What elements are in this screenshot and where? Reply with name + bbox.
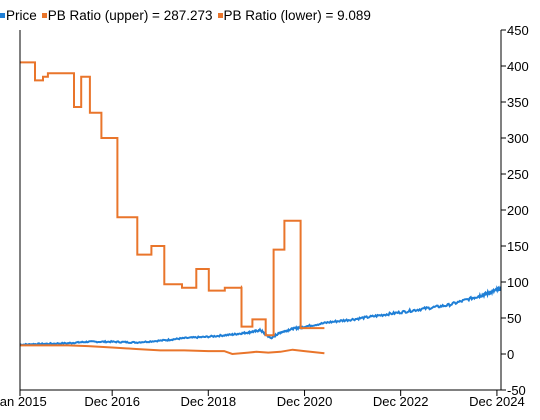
x-tick-label-3: Dec 2020	[277, 394, 333, 409]
y-tick-label-350: 350	[507, 95, 529, 110]
legend: Price PB Ratio (upper) = 287.273 PB Rati…	[0, 5, 376, 25]
y-tick-label-300: 300	[507, 131, 529, 146]
y-tick-label-0: 0	[507, 347, 514, 362]
y-tick-label--50: -50	[507, 383, 526, 398]
legend-label-pb-lower: PB Ratio (lower) = 9.089	[223, 7, 371, 23]
legend-label-price: Price	[6, 7, 37, 23]
legend-swatch-pb-upper	[41, 12, 47, 18]
axes-layer: -50 0 50 100 150 200 250 300 350 400 450 Jan 2015 De…	[0, 23, 529, 409]
y-tick-label-400: 400	[507, 59, 529, 74]
legend-item-pb-upper: PB Ratio (upper) = 287.273	[41, 7, 213, 23]
y-tick-label-450: 450	[507, 23, 529, 38]
legend-item-price: Price	[0, 8, 37, 23]
y-tick-label-200: 200	[507, 203, 529, 218]
legend-label-pb-upper: PB Ratio (upper) = 287.273	[47, 7, 213, 23]
legend-item-pb-lower: PB Ratio (lower) = 9.089	[217, 7, 371, 23]
legend-swatch-price	[0, 12, 5, 18]
y-tick-label-150: 150	[507, 239, 529, 254]
x-tick-label-2: Dec 2018	[180, 394, 236, 409]
x-tick-label-5: Dec 2024	[469, 394, 525, 409]
y-tick-label-100: 100	[507, 275, 529, 290]
series-layer	[20, 61, 501, 356]
y-tick-label-250: 250	[507, 167, 529, 182]
y-tick-label-50: 50	[507, 311, 521, 326]
x-tick-label-1: Dec 2016	[84, 394, 140, 409]
x-tick-label-0: Jan 2015	[0, 394, 47, 409]
series-line-pb-ratio-upper-287-273	[20, 61, 325, 337]
legend-swatch-pb-lower	[217, 12, 223, 18]
x-tick-label-4: Dec 2022	[373, 394, 429, 409]
series-line-price	[20, 285, 501, 347]
series-line-pb-ratio-lower-9-089	[20, 344, 325, 356]
